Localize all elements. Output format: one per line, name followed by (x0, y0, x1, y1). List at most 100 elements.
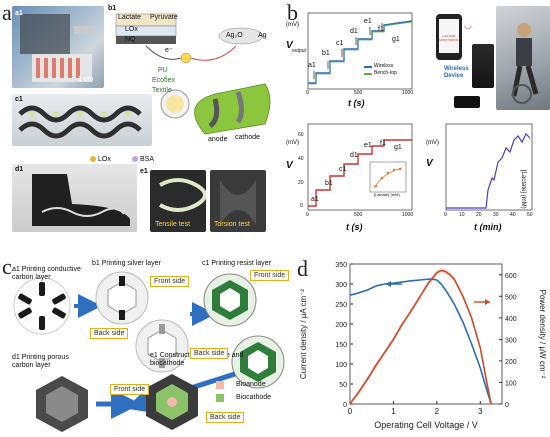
b-top-marker-c1: c1 (336, 40, 344, 47)
legend-bsa-label: BSA (140, 156, 155, 163)
b-right-ylabel-unit: (mV) (426, 140, 439, 146)
legend-bioanode-swatch (216, 381, 224, 389)
b-right-xtick-2: 20 (476, 212, 482, 218)
step-d1-disc (36, 376, 88, 432)
b-right-xtick-1: 10 (459, 212, 465, 218)
b-top-ylabel: V (286, 40, 293, 51)
label-d1: d1 (15, 166, 24, 173)
y2-tick-label-0: 0 (505, 402, 509, 409)
panel-letter-a: a (2, 0, 12, 25)
c-c1-title: c1 Printing resist layer (202, 260, 271, 267)
wifi-icon: ◡ (464, 20, 472, 30)
chart-b-bottom (307, 123, 413, 211)
b-bottom-ytick-2: 40 (298, 156, 304, 162)
scale-label: 1 cm (78, 76, 94, 83)
b-top-marker-e1: e1 (364, 18, 372, 25)
current-axis-arrowhead (386, 281, 391, 287)
phone-screen-text: LACTATE MONITORING (439, 34, 459, 42)
label-lactate: Lactate (118, 14, 141, 21)
b-bottom-marker-f1: f1 (380, 140, 386, 147)
label-ag2o: Ag₂O (226, 32, 243, 39)
b-top-marker-d1: d1 (350, 28, 358, 35)
c-b1-front-side: Front side (150, 276, 190, 287)
b-bottom-xtick-0: 0 (306, 212, 309, 218)
step-a1-disc (13, 277, 71, 335)
c-a1-title: a1 Printing conductive carbon layer (12, 266, 81, 281)
b-bottom-marker-d1: d1 (350, 152, 358, 159)
b-bottom-xtick-2: 1000 (402, 212, 414, 218)
y-tick-label-7: 350 (335, 262, 347, 269)
chart-d: 0 1 2 3 0 50 100 150 200 250 300 350 0 100 200 300 400 50… (299, 262, 547, 430)
legend-lox-label: LOx (98, 156, 111, 163)
panel-c: a1 Printing conductive carbon layer b1 P… (0, 254, 290, 432)
b-bottom-ylabel: V (286, 160, 293, 171)
b-bottom-ytick-0: 0 (300, 203, 303, 209)
y-tick-label-6: 300 (335, 282, 347, 289)
b-legend-wireless: Wireless (374, 63, 394, 69)
c-b1-title: b1 Printing silver layer (92, 260, 161, 267)
b-bottom-marker-g1: g1 (394, 144, 402, 151)
panel-a: a1 1 cm b1 Lactate Pyruvate LOx NQ e⁻ Ag… (0, 0, 275, 250)
y-tick-label-0: 0 (343, 402, 347, 409)
power-density-line (349, 269, 492, 405)
b-top-ylabel-sub: output (292, 48, 306, 54)
legend-bioanode: Bioanode (236, 381, 266, 388)
step-b1-discs (95, 271, 189, 373)
y2-tick-label-1: 100 (505, 380, 517, 387)
b-right-xtick-4: 40 (510, 212, 516, 218)
photo-bicycle (496, 6, 550, 110)
b-top-marker-a1: a1 (308, 62, 316, 69)
label-nq: NQ (125, 36, 136, 43)
b-bottom-ytick-1: 20 (298, 180, 304, 186)
label-lox: LOx (125, 26, 138, 33)
x-axis-label: Operating Cell Voltage / V (374, 420, 478, 430)
fabrication-diagram (13, 271, 285, 432)
label-pyruvate: Pyruvate (150, 14, 178, 21)
b-top-xlabel: t (s) (348, 98, 365, 108)
printer-illustration (20, 14, 94, 82)
schematic-b1 (106, 6, 274, 68)
bulb-icon (180, 52, 192, 64)
b-top-marker-f1: f1 (378, 26, 384, 33)
current-density-line (349, 278, 492, 405)
c-b1-back-side: Back side (90, 328, 129, 339)
b-bottom-marker-b1: b1 (325, 180, 333, 187)
c-c1-back-side: Back side (190, 348, 229, 359)
b-right-ylabel: V (426, 158, 433, 169)
legend-bsa-swatch (132, 156, 138, 162)
y2-tick-label-6: 600 (505, 273, 517, 280)
plot-frame (349, 263, 503, 405)
photo-sock (472, 44, 494, 88)
legend-biocathode: Biocathode (236, 394, 272, 401)
chart-b-top (307, 12, 413, 90)
label-wireless-device: Wireless Device (444, 66, 469, 79)
b-bottom-ylabel-unit: (mV) (286, 140, 299, 146)
label-ecoflex: Ecoflex (152, 77, 175, 84)
photo-c1-strip (12, 94, 152, 146)
b-bottom-ytick-3: 60 (298, 132, 304, 138)
label-anode: anode (208, 136, 228, 143)
b-top-xtick-2: 1000 (402, 90, 414, 96)
label-ag: Ag (258, 32, 267, 39)
photo-a1-printing (12, 6, 104, 88)
b-right-xtick-0: 0 (444, 212, 447, 218)
x-tick-label-1: 1 (391, 407, 396, 416)
label-b1: b1 (108, 5, 117, 12)
y-axis-label: Current density / μA cm⁻² (299, 289, 308, 380)
label-a1: a1 (15, 10, 23, 17)
b-bottom-xtick-1: 500 (354, 212, 363, 218)
y-tick-label-3: 150 (335, 342, 347, 349)
x-tick-label-2: 2 (435, 407, 440, 416)
y2-axis-label: Power density / μW cm⁻² (538, 290, 547, 379)
inset-xlabel: [Lactate] (mM) (374, 192, 400, 197)
label-pu: PU (158, 67, 168, 74)
label-c1: c1 (15, 96, 23, 103)
b-top-ylabel-unit: (mV) (286, 22, 299, 28)
b-right-xtick-3: 30 (493, 212, 499, 218)
step-e1-disc (146, 374, 198, 430)
panel-letter-d: d (297, 256, 308, 281)
panel-letter-c: c (2, 254, 12, 279)
y-tick-label-1: 50 (339, 382, 347, 389)
c-e1-front-side: Front side (110, 384, 150, 395)
b-legend-bench-swatch (364, 73, 372, 75)
